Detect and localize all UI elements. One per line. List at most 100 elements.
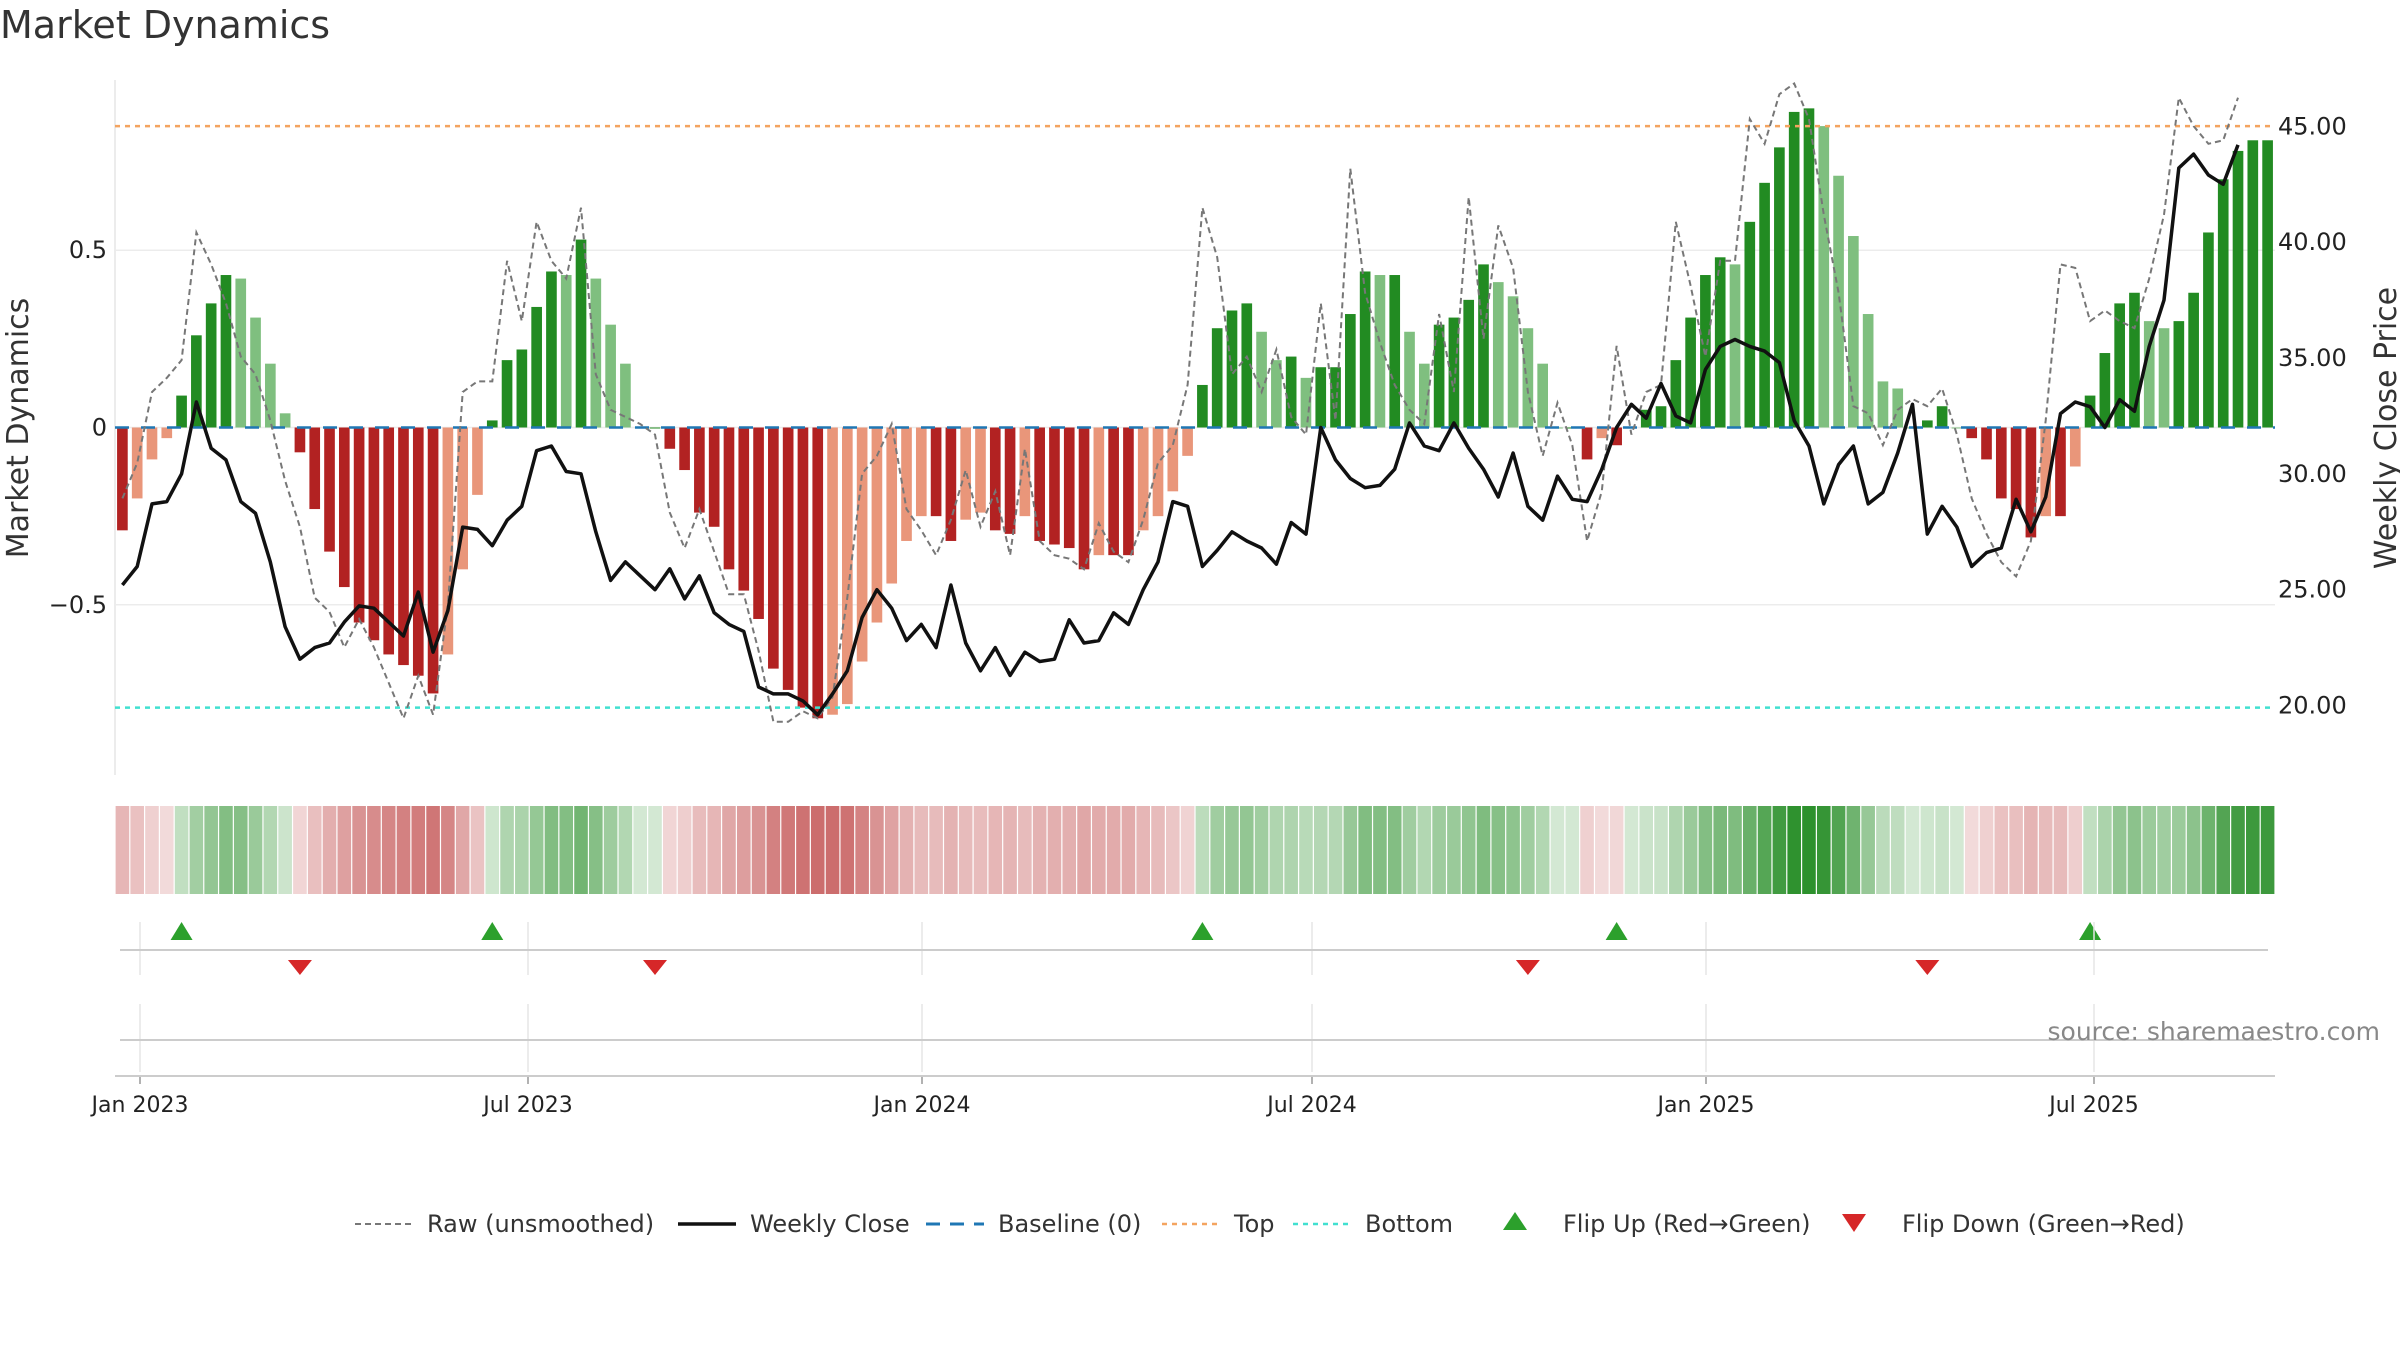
dynamics-bar: [1123, 427, 1134, 556]
legend-label-raw: Raw (unsmoothed): [427, 1210, 654, 1238]
strip-cell: [1994, 806, 2009, 894]
x-tick-label: Jan 2024: [872, 1093, 971, 1118]
strip-cell: [2246, 806, 2260, 894]
strip-cell: [204, 806, 218, 894]
dynamics-bar: [2158, 328, 2170, 428]
strip-cell: [825, 806, 840, 894]
x-tick-label: Jan 2023: [90, 1093, 189, 1118]
strip-cell: [1861, 806, 1875, 894]
dynamics-bar: [723, 427, 735, 570]
dynamics-bar: [1966, 427, 1978, 439]
dynamics-bar: [2114, 303, 2125, 428]
dynamics-bar: [1418, 363, 1430, 428]
strip-cell: [1077, 806, 1091, 894]
strip-cell: [455, 806, 470, 894]
dynamics-bar: [871, 427, 883, 623]
dynamics-bar: [1374, 275, 1386, 428]
strip-cell: [1713, 806, 1728, 894]
dynamics-bar: [176, 395, 187, 428]
dynamics-bar: [368, 427, 380, 641]
dynamics-bar: [560, 275, 572, 428]
strip-cell: [352, 806, 366, 894]
legend-label-baseline: Baseline (0): [998, 1210, 1141, 1238]
dynamics-bar: [2143, 321, 2155, 428]
strip-cell: [855, 806, 869, 894]
flip-up-marker: [170, 922, 193, 940]
strip-cell: [1609, 806, 1624, 894]
strip-cell: [2024, 806, 2038, 894]
strip-cell: [618, 806, 633, 894]
dynamics-bar: [2247, 140, 2259, 428]
strip-cell: [381, 806, 396, 894]
strip-cell: [1654, 806, 1668, 894]
strip-cell: [633, 806, 648, 894]
flip-up-marker: [481, 922, 504, 940]
dynamics-bar: [427, 427, 439, 694]
dynamics-bar: [930, 427, 942, 517]
strip-cell: [1402, 806, 1417, 894]
strip-cell: [1254, 806, 1269, 894]
dynamics-bar: [1300, 377, 1312, 428]
dynamics-bar: [1241, 303, 1253, 428]
strip-cell: [1166, 806, 1180, 894]
dynamics-bar: [1019, 427, 1031, 517]
dynamics-bar: [324, 427, 335, 552]
dynamics-bar: [2188, 292, 2199, 428]
strip-cell: [589, 806, 603, 894]
dynamics-bar: [1492, 282, 1504, 428]
strip-cell: [870, 806, 884, 894]
dynamics-bar: [1655, 406, 1667, 428]
strip-cell: [1358, 806, 1372, 894]
strip-cell: [766, 806, 781, 894]
strip-cell: [914, 806, 929, 894]
x-tick-label: Jul 2025: [2047, 1093, 2139, 1118]
dynamics-bar: [117, 427, 128, 531]
dynamics-bar: [1463, 299, 1475, 428]
strip-cell: [515, 806, 529, 894]
strip-cell: [1920, 806, 1935, 894]
legend: Raw (unsmoothed) Weekly Close Baseline (0)…: [355, 1210, 2185, 1238]
dynamics-bar: [2069, 427, 2081, 467]
dynamics-bar: [2099, 353, 2111, 428]
dynamics-bar: [1478, 264, 1489, 428]
strip-cell: [1728, 806, 1742, 894]
strip-cell: [2142, 806, 2157, 894]
dynamics-bar: [1670, 360, 1682, 428]
dynamics-bar: [856, 427, 868, 662]
dynamics-bar: [1862, 314, 1874, 428]
strip-cell: [1387, 806, 1402, 894]
legend-label-flip_up: Flip Up (Red→Green): [1563, 1210, 1811, 1238]
flip-down-marker: [287, 960, 312, 975]
dynamics-bar: [1389, 275, 1401, 428]
strip-cell: [1831, 806, 1846, 894]
strip-cell: [2157, 806, 2171, 894]
dynamics-bar: [605, 324, 616, 428]
flip-up-marker: [2079, 922, 2102, 940]
dynamics-bar: [2010, 427, 2022, 510]
strip-cell: [307, 806, 322, 894]
dynamics-bar: [886, 427, 898, 584]
dynamics-bar: [945, 427, 957, 541]
dynamics-bar: [2025, 427, 2037, 538]
raw-line: [121, 81, 2239, 723]
strip-cell: [278, 806, 292, 894]
dynamics-bar: [2203, 232, 2214, 428]
legend-label-flip_down: Flip Down (Green→Red): [1902, 1210, 2185, 1238]
strip-cell: [1580, 806, 1594, 894]
dynamics-bar: [1093, 427, 1105, 556]
x-tick-label: Jan 2025: [1656, 1093, 1755, 1118]
dynamics-bar: [205, 303, 217, 428]
dynamics-bar: [575, 239, 587, 428]
strip-cell: [707, 806, 721, 894]
strip-cell: [411, 806, 426, 894]
dynamics-bar: [1182, 427, 1193, 456]
strip-cell: [1328, 806, 1343, 894]
dynamics-bar: [294, 427, 306, 453]
dynamics-bar: [1818, 126, 1830, 428]
dynamics-bar: [516, 349, 528, 428]
dynamics-bar: [2040, 427, 2052, 517]
dynamics-bar: [679, 427, 690, 471]
strip-cell: [1461, 806, 1476, 894]
strip-cell: [2053, 806, 2068, 894]
